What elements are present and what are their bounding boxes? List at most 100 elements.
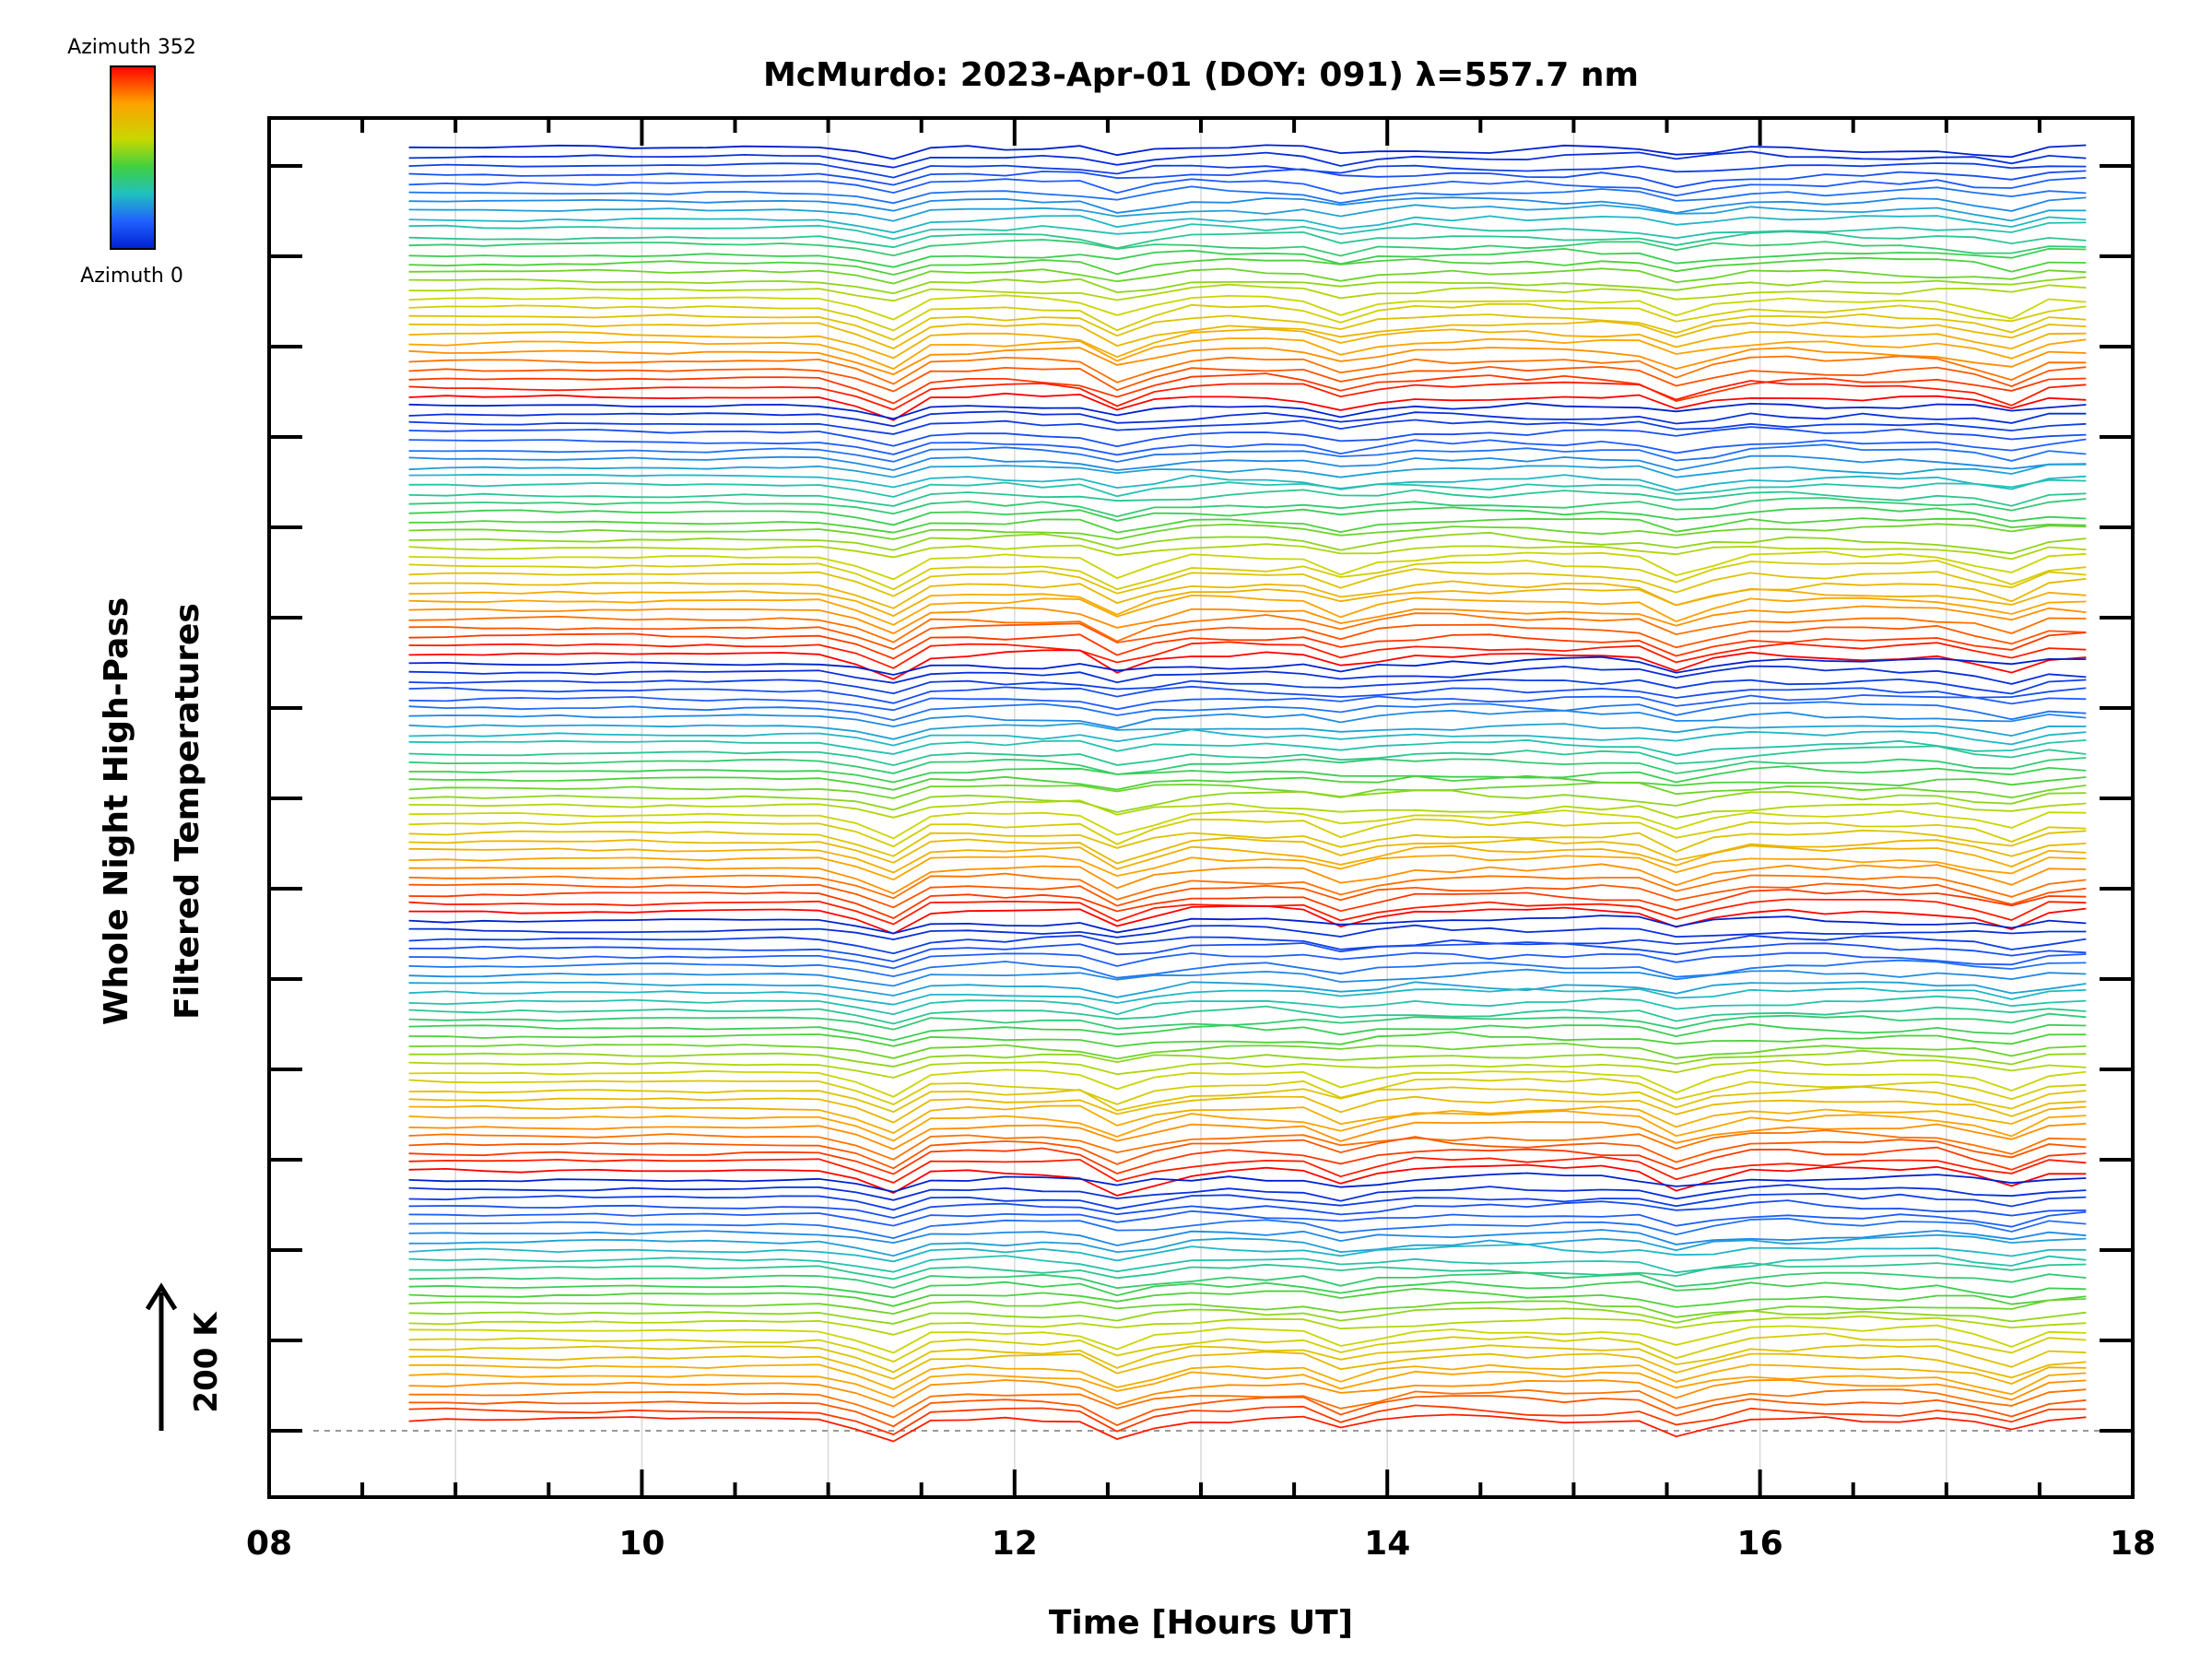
series-line (408, 313, 2087, 341)
series-line (408, 463, 2087, 478)
series-line (408, 981, 2087, 998)
series-line (408, 162, 2087, 179)
chart-title: McMurdo: 2023-Apr-01 (DOY: 091) λ=557.7 … (763, 56, 1639, 94)
y-axis-label-line1: Whole Night High-Pass (98, 597, 135, 1025)
series-line (408, 1315, 2087, 1336)
x-tick-label: 18 (2110, 1525, 2156, 1563)
series-line (408, 497, 2087, 518)
series-line (408, 506, 2087, 526)
series-line (408, 722, 2087, 740)
series-line (408, 196, 2087, 214)
series-line (408, 1280, 2087, 1299)
series-line (408, 185, 2087, 205)
series-line (408, 1129, 2087, 1161)
series-line (408, 267, 2087, 285)
series-line (408, 276, 2087, 295)
series-line (408, 1136, 2087, 1170)
series-line (408, 294, 2087, 321)
series-line (408, 995, 2087, 1016)
series-line (408, 380, 2087, 411)
series-line (408, 1287, 2087, 1308)
y-axis-label-line2: Filtered Temperatures (169, 603, 206, 1020)
x-tick-label: 16 (1737, 1525, 1783, 1563)
series-line (408, 641, 2087, 669)
series-line (408, 402, 2087, 420)
series-line (408, 1404, 2087, 1436)
series-line (408, 709, 2087, 729)
x-tick-label: 12 (992, 1525, 1038, 1563)
series-line (408, 924, 2087, 941)
series-line (408, 789, 2087, 813)
series-line (408, 594, 2087, 626)
series-line (408, 426, 2087, 448)
series-line (408, 1156, 2087, 1184)
series-line (408, 1413, 2087, 1443)
series-line (408, 176, 2087, 197)
colorbar-top-label: Azimuth 352 (67, 36, 196, 59)
series-line (408, 889, 2087, 919)
series-line (408, 587, 2087, 618)
series-line (408, 649, 2087, 680)
series-line (408, 543, 2087, 561)
series-line (408, 454, 2087, 472)
x-tick-label: 08 (246, 1525, 292, 1563)
series-line (408, 774, 2087, 791)
series-line (408, 844, 2087, 874)
series-line (408, 863, 2087, 895)
series-line (408, 320, 2087, 350)
series-line (408, 1085, 2087, 1114)
series-line (408, 1022, 2087, 1042)
scale-bar: 200 K (145, 1282, 225, 1431)
series-line (408, 818, 2087, 848)
series-line (408, 1244, 2087, 1263)
series-line (408, 694, 2087, 712)
series-line (408, 168, 2087, 189)
series-line (408, 738, 2087, 757)
series-line (408, 745, 2087, 767)
series-line (408, 854, 2087, 881)
series-line (408, 1306, 2087, 1325)
series-line (408, 419, 2087, 435)
series-line (408, 517, 2087, 534)
series-line (408, 872, 2087, 901)
series-line (408, 968, 2087, 987)
series-group (408, 144, 2087, 1443)
series-line (408, 410, 2087, 428)
series-line (408, 934, 2087, 955)
series-line (408, 230, 2087, 250)
series-line (408, 392, 2087, 421)
series-line (408, 204, 2087, 222)
series-line (408, 799, 2087, 819)
series-line (408, 959, 2087, 979)
series-line (408, 665, 2087, 685)
series-line (408, 1104, 2087, 1134)
series-line (408, 560, 2087, 591)
series-line (408, 328, 2087, 360)
series-line (408, 1184, 2087, 1202)
series-line (408, 1229, 2087, 1246)
series-line (408, 550, 2087, 581)
series-line (408, 355, 2087, 385)
series-line (408, 347, 2087, 376)
series-line (408, 1351, 2087, 1380)
series-line (408, 612, 2087, 643)
series-line (408, 1012, 2087, 1031)
series-line (408, 809, 2087, 840)
series-line (408, 685, 2087, 704)
series-line (408, 1172, 2087, 1193)
series-line (408, 150, 2087, 169)
series-line (408, 247, 2087, 268)
series-line (408, 1059, 2087, 1079)
series-line (408, 1217, 2087, 1240)
series-line (408, 256, 2087, 276)
series-line (408, 757, 2087, 775)
series-line (408, 1078, 2087, 1105)
series-line (408, 1199, 2087, 1220)
series-line (408, 523, 2087, 541)
series-line (408, 478, 2087, 498)
x-ticks: 08 10 12 14 16 18 (246, 118, 2156, 1563)
series-line (408, 578, 2087, 609)
series-line (408, 1332, 2087, 1363)
